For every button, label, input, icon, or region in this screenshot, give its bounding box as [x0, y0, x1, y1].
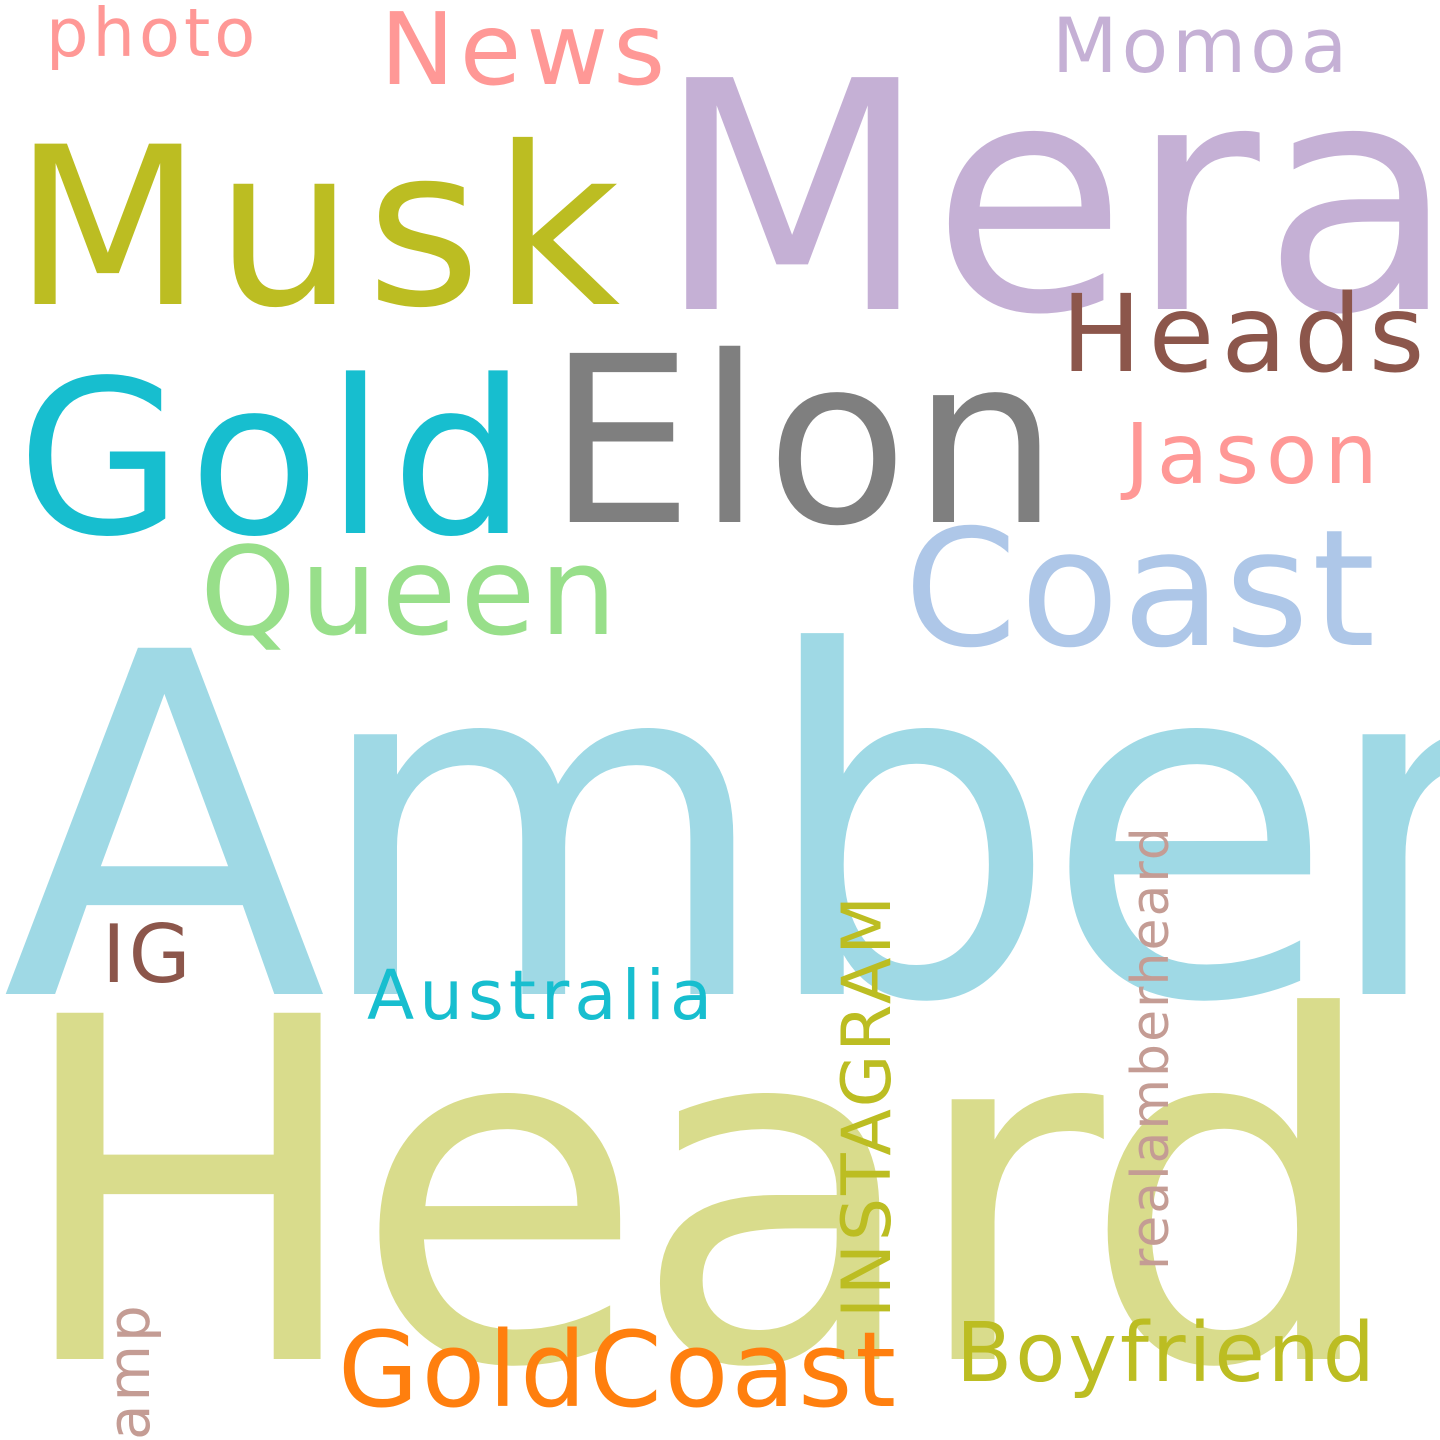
word-australia: Australia	[367, 956, 718, 1036]
word-news: News	[380, 0, 671, 108]
word-jason: Jason	[1125, 405, 1385, 503]
word-photo: photo	[46, 0, 260, 72]
word-realamberheard: realamberheard	[1121, 825, 1181, 1270]
word-instagram: INSTAGRAM	[828, 892, 907, 1318]
word-goldcoast: GoldCoast	[338, 1309, 900, 1431]
word-amber: Amber	[2, 554, 1440, 1107]
word-heard: Heard	[10, 919, 1383, 1440]
word-coast: Coast	[904, 496, 1379, 684]
word-ig: IG	[102, 908, 194, 1001]
word-musk: Musk	[13, 100, 633, 356]
word-heads: Heads	[1061, 273, 1432, 397]
word-queen: Queen	[200, 521, 621, 663]
word-amp: amp	[95, 1302, 163, 1440]
word-momoa: Momoa	[1052, 1, 1352, 90]
word-elon: Elon	[547, 307, 1064, 577]
word-gold: Gold	[17, 335, 534, 584]
word-boyfriend: Boyfriend	[956, 1306, 1378, 1401]
word-mera: Mera	[655, 14, 1440, 384]
